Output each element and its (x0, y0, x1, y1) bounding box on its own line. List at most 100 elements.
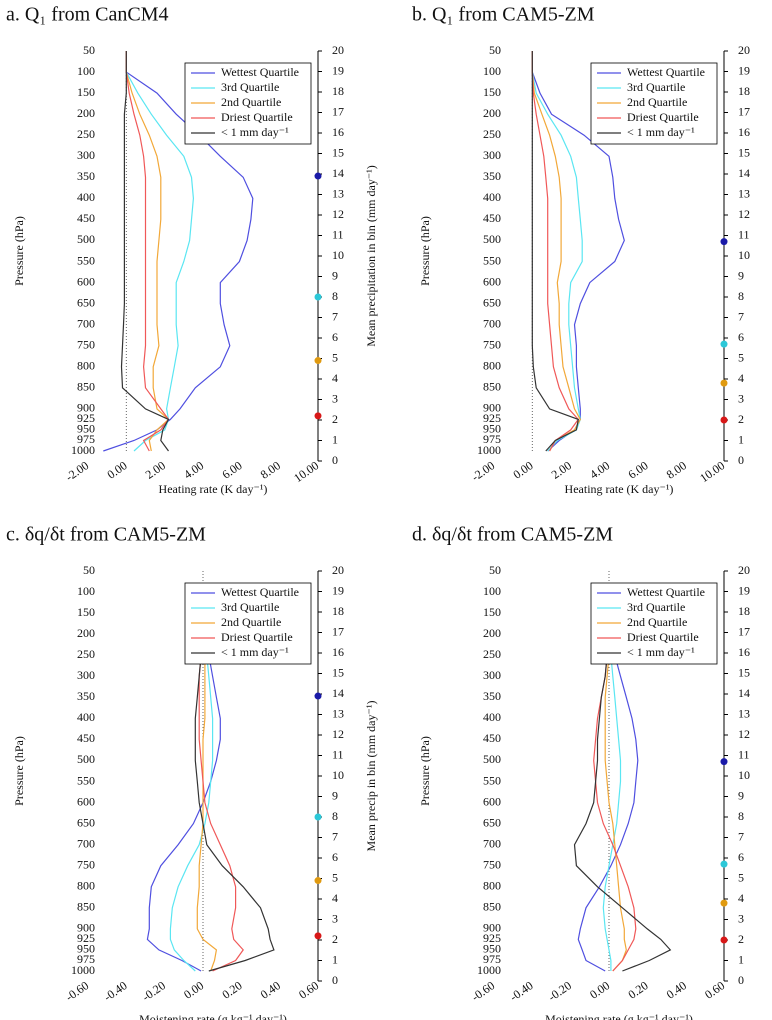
y2-axis-label: Mean precip in bin (mm day⁻¹) (770, 701, 772, 852)
y-tick-label: 350 (483, 689, 501, 703)
y-tick-label: 650 (483, 295, 501, 309)
legend-label: Wettest Quartile (627, 65, 705, 79)
y2-tick-label: 19 (332, 583, 344, 597)
y-tick-label: 500 (77, 232, 95, 246)
y2-tick-label: 16 (738, 645, 750, 659)
x-tick-label: 0.00 (587, 978, 612, 1002)
y-tick-label: 950 (483, 422, 501, 436)
y-tick-label: 925 (483, 931, 501, 945)
x-axis-label: Heating rate (K day⁻¹) (159, 482, 268, 496)
profile-line (531, 51, 580, 452)
y2-tick-label: 20 (738, 563, 750, 577)
y2-axis-label: Mean precipitation in bin (mm day⁻¹) (770, 165, 772, 347)
y-tick-label: 500 (77, 752, 95, 766)
y2-tick-label: 8 (738, 289, 744, 303)
x-tick-label: -2.00 (63, 458, 92, 484)
y2-tick-label: 8 (332, 289, 338, 303)
y2-tick-label: 17 (332, 624, 344, 638)
profile-line (602, 634, 622, 971)
y2-tick-label: 11 (332, 227, 344, 241)
panel-title: c. δq/δt from CAM5-ZM (6, 524, 206, 546)
y-axis-label: Pressure (hPa) (12, 216, 26, 286)
y2-tick-label: 6 (332, 330, 338, 344)
y-tick-label: 1000 (71, 963, 95, 977)
y2-tick-label: 20 (738, 43, 750, 57)
x-tick-label: 8.00 (664, 458, 689, 482)
y2-tick-label: 18 (738, 604, 750, 618)
y-tick-label: 700 (483, 316, 501, 330)
y2-tick-label: 4 (332, 371, 338, 385)
y2-tick-label: 9 (332, 268, 338, 282)
y-tick-label: 600 (483, 274, 501, 288)
y-tick-label: 600 (483, 794, 501, 808)
y-tick-label: 700 (77, 316, 95, 330)
x-tick-label: 4.00 (587, 458, 612, 482)
y-tick-label: 700 (77, 836, 95, 850)
y2-tick-label: 14 (738, 686, 750, 700)
precip-marker (720, 379, 728, 387)
y2-tick-label: 6 (332, 850, 338, 864)
precip-marker (314, 293, 322, 301)
y-tick-label: 400 (77, 710, 95, 724)
y-tick-label: 950 (77, 422, 95, 436)
profile-line (125, 51, 195, 452)
y-tick-label: 550 (77, 253, 95, 267)
y2-tick-label: 9 (738, 788, 744, 802)
y2-tick-label: 7 (332, 829, 338, 843)
y2-tick-label: 8 (738, 809, 744, 823)
x-tick-label: -0.40 (101, 978, 130, 1004)
legend-label: 3rd Quartile (627, 80, 685, 94)
y2-tick-label: 1 (332, 432, 338, 446)
y-tick-label: 850 (77, 380, 95, 394)
legend-label: < 1 mm day⁻¹ (627, 125, 695, 139)
y-tick-label: 250 (77, 647, 95, 661)
x-axis-label: Moistening rate (g kg⁻¹ day⁻¹) (545, 1012, 693, 1020)
y-tick-label: 150 (77, 605, 95, 619)
x-tick-label: 6.00 (625, 458, 650, 482)
x-tick-label: 6.00 (219, 458, 244, 482)
legend-label: 3rd Quartile (221, 80, 279, 94)
precip-marker (314, 357, 322, 365)
y2-tick-label: 14 (738, 166, 750, 180)
y2-tick-label: 2 (738, 412, 744, 426)
profile-line (577, 634, 639, 972)
x-tick-label: -0.60 (63, 978, 92, 1004)
y2-tick-label: 0 (332, 973, 338, 987)
precip-marker (720, 899, 728, 907)
x-tick-label: 10.00 (291, 458, 321, 485)
y2-tick-label: 7 (332, 309, 338, 323)
y2-tick-label: 13 (738, 186, 750, 200)
x-tick-label: 0.60 (702, 978, 727, 1002)
y2-tick-label: 4 (738, 371, 744, 385)
legend-label: 2nd Quartile (627, 95, 687, 109)
precip-marker (314, 692, 322, 700)
y-tick-label: 900 (77, 921, 95, 935)
y2-tick-label: 10 (332, 768, 344, 782)
legend-label: 3rd Quartile (627, 600, 685, 614)
y2-tick-label: 13 (738, 706, 750, 720)
y2-tick-label: 5 (738, 350, 744, 364)
y2-tick-label: 20 (332, 43, 344, 57)
y-tick-label: 50 (83, 563, 95, 577)
y-tick-label: 200 (483, 626, 501, 640)
y-tick-label: 250 (483, 647, 501, 661)
y2-tick-label: 12 (332, 727, 344, 741)
y-tick-label: 400 (77, 190, 95, 204)
y2-tick-label: 13 (332, 186, 344, 200)
profile-line (531, 51, 581, 452)
profile-line (146, 634, 221, 972)
y-tick-label: 450 (77, 211, 95, 225)
y2-tick-label: 10 (738, 768, 750, 782)
y-tick-label: 975 (483, 432, 501, 446)
y-tick-label: 300 (77, 668, 95, 682)
y2-tick-label: 3 (332, 391, 338, 405)
y2-tick-label: 18 (332, 604, 344, 618)
precip-marker (720, 238, 728, 246)
y-tick-label: 800 (77, 359, 95, 373)
y-tick-label: 100 (77, 64, 95, 78)
x-tick-label: 0.20 (219, 978, 244, 1002)
y2-tick-label: 14 (332, 166, 344, 180)
x-tick-label: -0.60 (469, 978, 498, 1004)
y2-tick-label: 20 (332, 563, 344, 577)
y2-tick-label: 19 (738, 583, 750, 597)
